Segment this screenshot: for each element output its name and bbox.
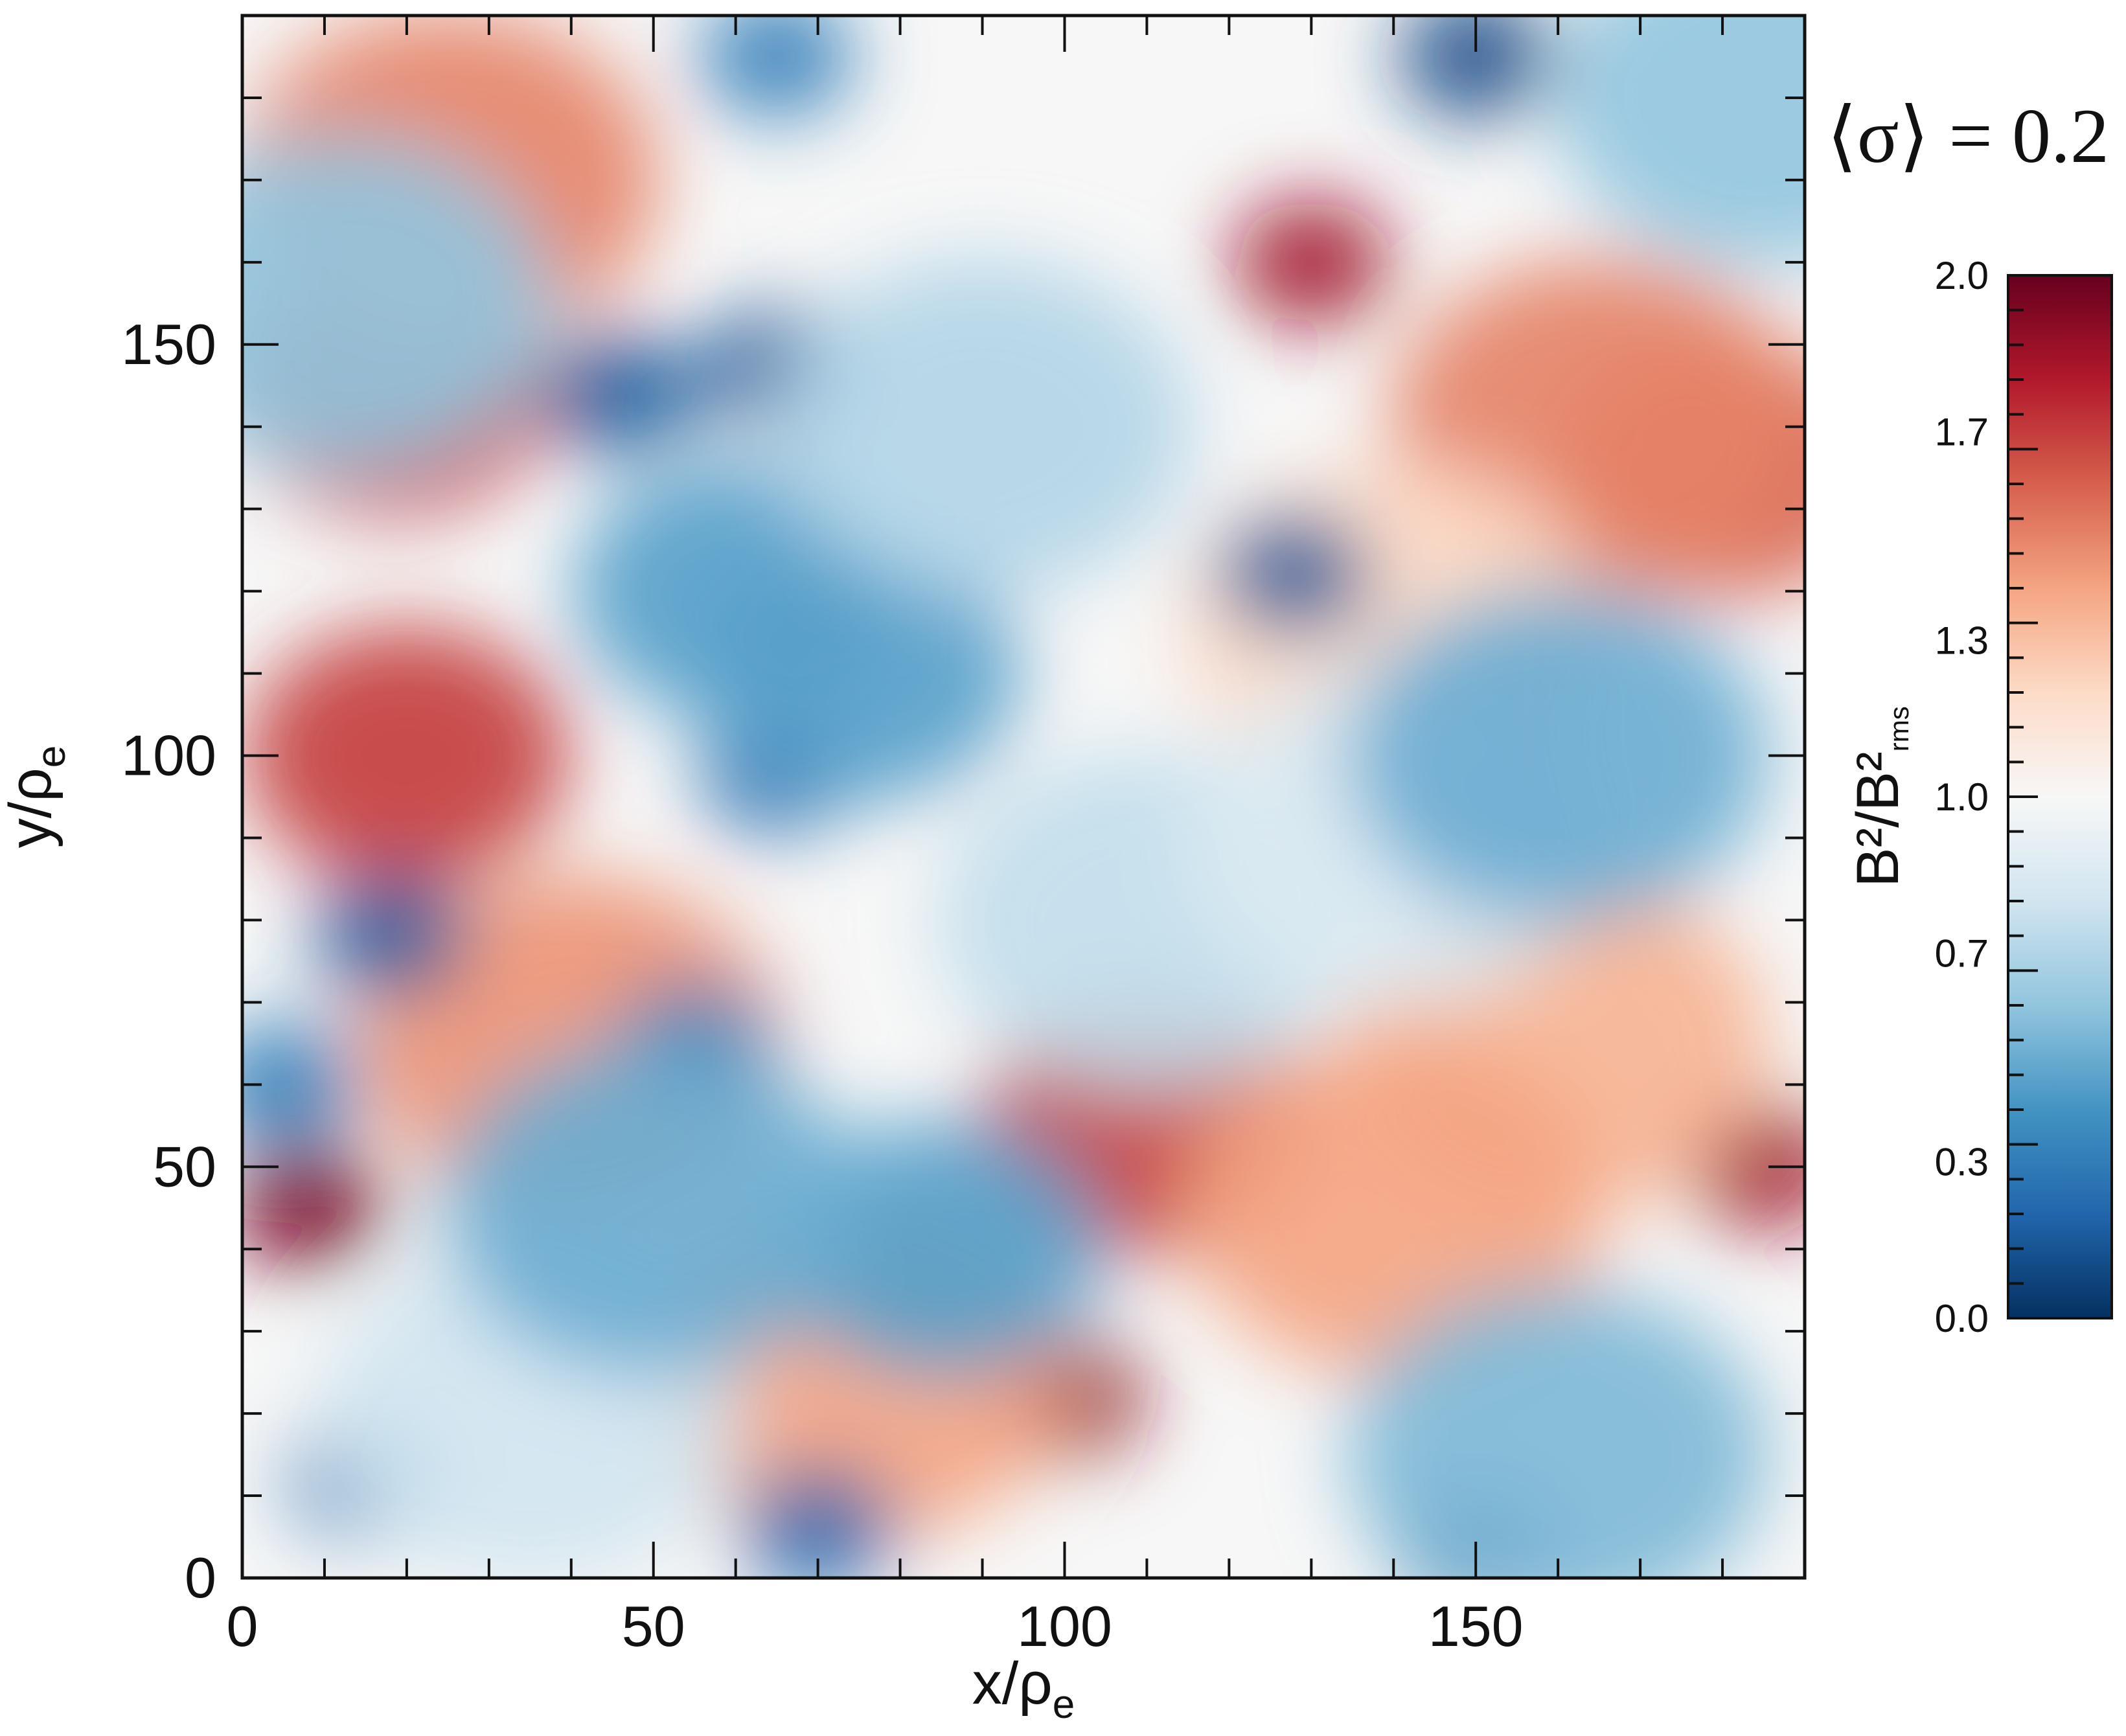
field-feature-17 bbox=[543, 332, 698, 455]
field-feature-19 bbox=[1399, 16, 1553, 119]
colorbar-tick-label: 0.3 bbox=[1935, 1141, 1989, 1184]
colorbar-label-subscript: rms bbox=[1884, 706, 1914, 751]
field-feature-0 bbox=[242, 1146, 385, 1270]
field-feature-38 bbox=[242, 135, 552, 472]
y-axis-label: y/ρe bbox=[0, 746, 74, 848]
y-axis-label-subscript: e bbox=[29, 746, 74, 768]
x-tick-label: 150 bbox=[1428, 1594, 1524, 1658]
colorbar-tick-label: 1.3 bbox=[1935, 619, 1989, 663]
y-tick-label: 0 bbox=[185, 1546, 216, 1610]
field-feature-24 bbox=[242, 1023, 361, 1147]
x-tick-label: 0 bbox=[227, 1594, 258, 1658]
field-feature-31 bbox=[1347, 587, 1769, 924]
colorbar-label: B²/B²rms bbox=[1845, 706, 1914, 887]
colorbar-tick-label: 0.0 bbox=[1935, 1297, 1989, 1340]
colorbar: 0.0 0.3 0.7 1.0 1.3 1.7 2.0 B²/B²rms bbox=[1845, 254, 2113, 1340]
field-feature-27 bbox=[1218, 513, 1372, 637]
y-tick-label: 100 bbox=[121, 724, 216, 788]
y-axis-ticks: 0 50 100 150 bbox=[121, 14, 1805, 1610]
x-tick-label: 50 bbox=[622, 1594, 685, 1658]
colorbar-ticks: 0.0 0.3 0.7 1.0 1.3 1.7 2.0 bbox=[1935, 254, 2038, 1340]
field-feature-21 bbox=[697, 543, 1022, 803]
x-axis-label: x/ρe bbox=[972, 1650, 1075, 1727]
field-feature-35 bbox=[442, 1039, 864, 1376]
field-feature-36 bbox=[1553, 16, 1805, 266]
field-feature-37 bbox=[700, 16, 854, 119]
plot-frame bbox=[240, 14, 1807, 1580]
plot-area: 0 50 100 150 0 50 100 150 bbox=[121, 14, 1807, 1658]
colorbar-tick-label: 1.7 bbox=[1935, 411, 1989, 454]
field-layer bbox=[242, 16, 1805, 1578]
field-feature-4 bbox=[244, 626, 569, 885]
x-axis-label-subscript: e bbox=[1053, 1682, 1075, 1727]
x-tick-label: 100 bbox=[1017, 1594, 1112, 1658]
x-axis-ticks: 0 50 100 150 bbox=[227, 16, 1806, 1658]
field-feature-23 bbox=[313, 874, 468, 998]
field-feature-2 bbox=[1234, 200, 1389, 324]
y-tick-label: 50 bbox=[153, 1134, 216, 1198]
colorbar-tick-label: 1.0 bbox=[1935, 775, 1989, 819]
sigma-annotation: ⟨σ⟩ = 0.2 bbox=[1827, 93, 2109, 179]
y-tick-label: 150 bbox=[121, 312, 216, 376]
field-feature-28 bbox=[1347, 1286, 1769, 1578]
field-feature-25 bbox=[740, 1467, 895, 1578]
colorbar-tick-label: 2.0 bbox=[1935, 254, 1989, 297]
field-feature-32 bbox=[772, 258, 1193, 595]
field-feature-13 bbox=[1183, 1039, 1605, 1376]
colorbar-tick-label: 0.7 bbox=[1935, 932, 1989, 976]
